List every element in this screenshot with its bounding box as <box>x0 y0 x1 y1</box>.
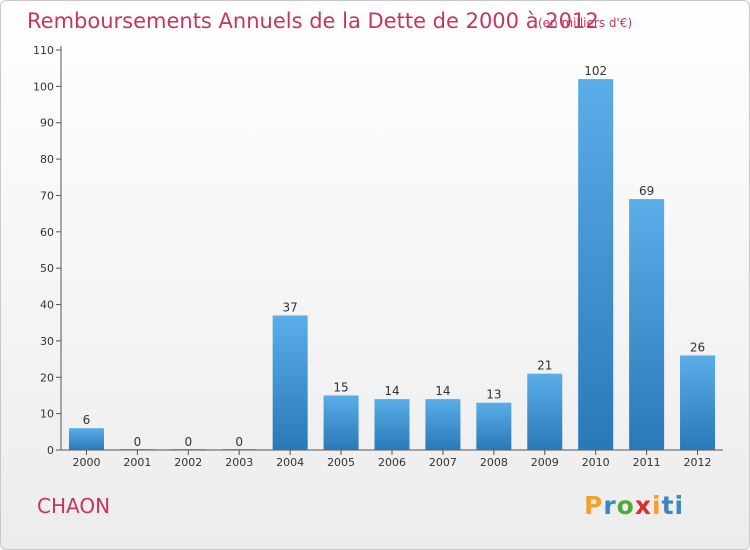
y-tick-label: 40 <box>40 299 54 312</box>
y-tick-label: 50 <box>40 262 54 275</box>
data-label-2011: 69 <box>639 184 654 198</box>
bar-2004 <box>272 315 308 450</box>
bar-2011 <box>629 199 665 450</box>
commune-name: CHAON <box>37 494 111 518</box>
chart-title: Remboursements Annuels de la Dette de 20… <box>27 9 599 33</box>
data-label-2002: 0 <box>184 435 192 449</box>
data-label-2010: 102 <box>584 64 607 78</box>
x-tick-label: 2010 <box>582 456 610 469</box>
x-tick-label: 2002 <box>174 456 202 469</box>
data-label-2004: 37 <box>283 300 298 314</box>
bar-2006 <box>374 399 410 450</box>
data-label-2009: 21 <box>537 359 552 373</box>
y-tick-label: 110 <box>33 44 54 57</box>
bar-2012 <box>680 355 716 450</box>
x-tick-label: 2001 <box>123 456 151 469</box>
bar-2008 <box>476 402 512 450</box>
x-tick-label: 2011 <box>633 456 661 469</box>
data-label-2006: 14 <box>384 384 399 398</box>
proxiti-logo: Proxiti <box>584 491 685 520</box>
x-tick-label: 2003 <box>225 456 253 469</box>
bar-2010 <box>578 79 614 450</box>
x-tick-label: 2009 <box>531 456 559 469</box>
bar-2007 <box>425 399 461 450</box>
bar-2003 <box>221 449 257 450</box>
data-label-2003: 0 <box>235 435 243 449</box>
x-tick-label: 2007 <box>429 456 457 469</box>
x-tick-label: 2000 <box>72 456 100 469</box>
x-tick-label: 2008 <box>480 456 508 469</box>
data-label-2000: 6 <box>83 413 91 427</box>
y-tick-label: 80 <box>40 153 54 166</box>
y-tick-label: 90 <box>40 117 54 130</box>
y-tick-label: 30 <box>40 335 54 348</box>
x-tick-label: 2012 <box>684 456 712 469</box>
data-label-2001: 0 <box>134 435 142 449</box>
bar-2000 <box>68 428 104 450</box>
y-tick-label: 70 <box>40 189 54 202</box>
x-tick-label: 2004 <box>276 456 304 469</box>
bar-2001 <box>119 449 155 450</box>
x-tick-label: 2005 <box>327 456 355 469</box>
y-tick-label: 10 <box>40 408 54 421</box>
bar-2009 <box>527 373 563 450</box>
y-tick-label: 100 <box>33 80 54 93</box>
y-tick-label: 60 <box>40 226 54 239</box>
bar-2002 <box>170 449 206 450</box>
y-tick-label: 20 <box>40 371 54 384</box>
data-label-2007: 14 <box>435 384 450 398</box>
data-label-2008: 13 <box>486 388 501 402</box>
x-tick-label: 2006 <box>378 456 406 469</box>
data-label-2005: 15 <box>333 380 348 394</box>
bar-2005 <box>323 395 359 450</box>
y-tick-label: 0 <box>47 444 54 457</box>
data-label-2012: 26 <box>690 340 705 354</box>
chart-subtitle: (en milliers d'€) <box>538 16 633 30</box>
